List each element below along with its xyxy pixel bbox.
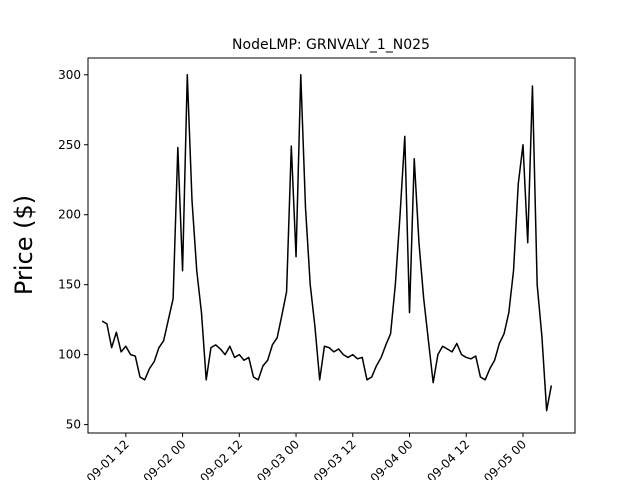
chart-title: NodeLMP: GRNVALY_1_N025	[232, 37, 430, 53]
y-tick-label: 50	[66, 418, 81, 432]
y-tick-label: 200	[58, 208, 81, 222]
plot-frame	[87, 57, 576, 434]
x-tick-label: 09-02 12	[197, 437, 245, 480]
x-tick-label: 09-02 00	[141, 437, 189, 480]
y-tick-label: 300	[58, 68, 81, 82]
y-axis-label: Price ($)	[10, 195, 38, 295]
x-tick-label: 09-04 12	[424, 437, 472, 480]
x-tick-label: 09-03 00	[254, 437, 302, 480]
x-tick-label: 09-01 12	[84, 437, 132, 480]
y-tick-label: 250	[58, 138, 81, 152]
x-tick-label: 09-03 12	[311, 437, 359, 480]
y-tick-label: 100	[58, 348, 81, 362]
y-tick-label: 150	[58, 278, 81, 292]
price-line	[101, 74, 553, 412]
x-tick-label: 09-05 00	[481, 437, 529, 480]
x-tick-label: 09-04 00	[368, 437, 416, 480]
